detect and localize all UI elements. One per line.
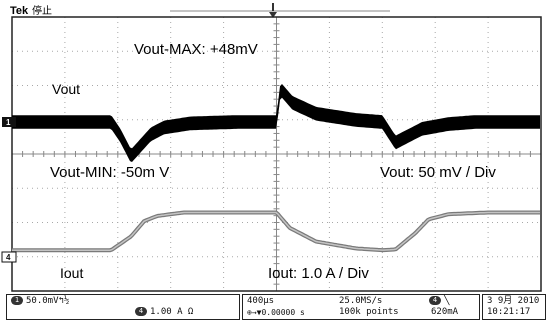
vout-scale-annotation: Vout: 50 mV / Div (380, 164, 496, 181)
svg-text:1: 1 (6, 118, 11, 127)
run-state-label: 停止 (32, 4, 52, 17)
date-time-box: 3 9月 2010 10:21:17 (482, 294, 546, 320)
status-bar: 1 50.0mV↰½ 4 1.00 A Ω 400µs ⊕→▼0.00000 s 2… (6, 294, 546, 320)
iout-trace-core (12, 211, 540, 251)
channel-settings-box: 1 50.0mV↰½ 4 1.00 A Ω (6, 294, 240, 320)
vout-trace (12, 84, 540, 162)
traces (12, 84, 540, 253)
vout-label: Vout (52, 81, 80, 97)
ch4-badge: 4 (135, 307, 147, 316)
ch1-scale: 50.0mV (26, 296, 59, 306)
ch4-scale: 1.00 A Ω (150, 307, 194, 317)
time: 10:21:17 (487, 307, 531, 317)
svg-text:4: 4 (6, 253, 11, 262)
trigger-position-arrow (269, 12, 277, 18)
ch1-ground-marker: 1 (2, 117, 16, 127)
iout-scale-annotation: Iout: 1.0 A / Div (268, 265, 369, 282)
horizontal-position: ⊕→▼0.00000 s (247, 308, 305, 317)
record-length: 100k points (339, 307, 399, 317)
ch1-suffix: ↰½ (58, 296, 70, 306)
trigger-source-badge: 4 (429, 296, 441, 305)
timebase-value: 400µs (247, 296, 275, 306)
timebase-box: 400µs ⊕→▼0.00000 s 25.0MS/s 100k points … (242, 294, 480, 320)
brand-label: Tek (10, 5, 29, 17)
trigger-slope-icon: ╲ (444, 296, 450, 306)
sample-rate: 25.0MS/s (339, 296, 383, 306)
iout-label: Iout (60, 265, 83, 281)
date: 3 9月 2010 (487, 296, 540, 306)
ch1-badge: 1 (11, 296, 23, 305)
screen-frame (11, 16, 542, 292)
ch4-ground-marker: 4 (1, 251, 17, 263)
vout-min-annotation: Vout-MIN: -50m V (50, 164, 169, 181)
vout-max-annotation: Vout-MAX: +48mV (134, 41, 258, 58)
trigger-level: 620mA (431, 307, 459, 317)
